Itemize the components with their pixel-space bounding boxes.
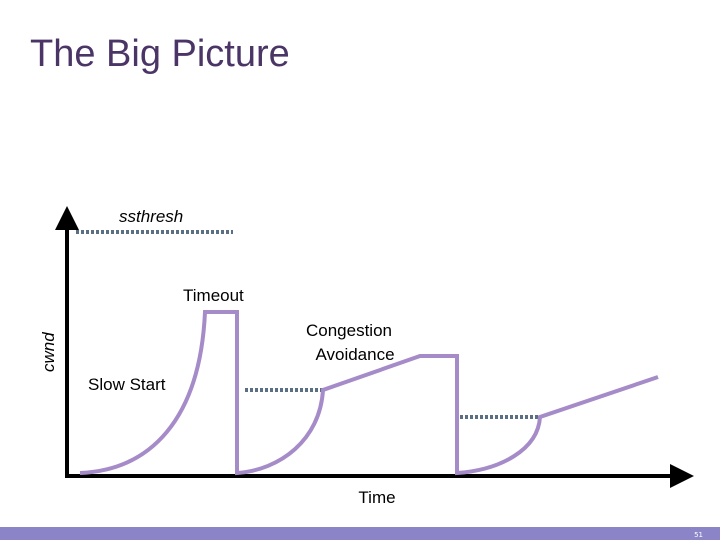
- ssthresh-label: ssthresh: [119, 207, 183, 226]
- cwnd-trace: [79, 310, 659, 476]
- timeout-label: Timeout: [183, 286, 244, 305]
- slow-start-label: Slow Start: [88, 375, 166, 394]
- ssthresh-lines: [76, 230, 540, 419]
- congestion-label: Congestion: [306, 321, 392, 340]
- x-axis-label: Time: [358, 488, 395, 507]
- avoidance-label: Avoidance: [315, 345, 394, 364]
- slide-title: The Big Picture: [30, 33, 290, 75]
- y-axis-label: cwnd: [39, 332, 58, 372]
- page-number: 51: [694, 531, 703, 539]
- footer-bar: [0, 527, 720, 540]
